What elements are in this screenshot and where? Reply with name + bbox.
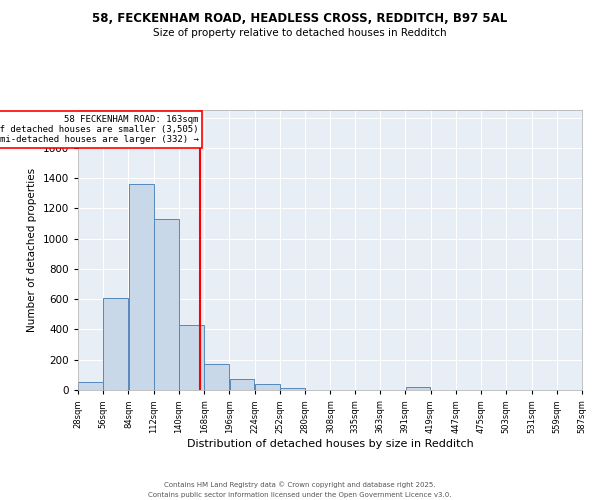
Bar: [154, 219, 179, 390]
Bar: [280, 388, 305, 390]
Text: Contains public sector information licensed under the Open Government Licence v3: Contains public sector information licen…: [148, 492, 452, 498]
Text: Contains HM Land Registry data © Crown copyright and database right 2025.: Contains HM Land Registry data © Crown c…: [164, 481, 436, 488]
Bar: [255, 384, 280, 390]
Text: 58, FECKENHAM ROAD, HEADLESS CROSS, REDDITCH, B97 5AL: 58, FECKENHAM ROAD, HEADLESS CROSS, REDD…: [92, 12, 508, 26]
Bar: [129, 184, 154, 390]
Y-axis label: Number of detached properties: Number of detached properties: [27, 168, 37, 332]
X-axis label: Distribution of detached houses by size in Redditch: Distribution of detached houses by size …: [187, 438, 473, 448]
Text: Size of property relative to detached houses in Redditch: Size of property relative to detached ho…: [153, 28, 447, 38]
Bar: [230, 380, 254, 390]
Bar: [78, 382, 103, 390]
Bar: [103, 298, 128, 390]
Bar: [179, 325, 204, 390]
Bar: [406, 387, 430, 390]
Text: 58 FECKENHAM ROAD: 163sqm
← 91% of detached houses are smaller (3,505)
9% of sem: 58 FECKENHAM ROAD: 163sqm ← 91% of detac…: [0, 114, 199, 144]
Bar: [205, 364, 229, 390]
